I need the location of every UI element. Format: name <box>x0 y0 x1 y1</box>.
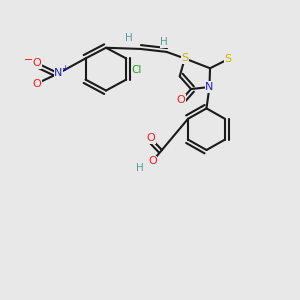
Text: O: O <box>32 58 41 68</box>
Text: −: − <box>24 55 34 65</box>
Text: O: O <box>146 133 155 143</box>
Text: +: + <box>61 64 68 74</box>
Text: O: O <box>177 95 186 105</box>
Text: H: H <box>125 33 133 43</box>
Text: S: S <box>181 53 188 64</box>
Text: O: O <box>32 79 41 89</box>
Text: Cl: Cl <box>131 65 142 75</box>
Text: O: O <box>148 156 157 166</box>
Text: N: N <box>205 82 214 92</box>
Text: H: H <box>136 163 144 173</box>
Text: N: N <box>54 68 63 78</box>
Text: H: H <box>160 38 168 47</box>
Text: S: S <box>224 54 231 64</box>
